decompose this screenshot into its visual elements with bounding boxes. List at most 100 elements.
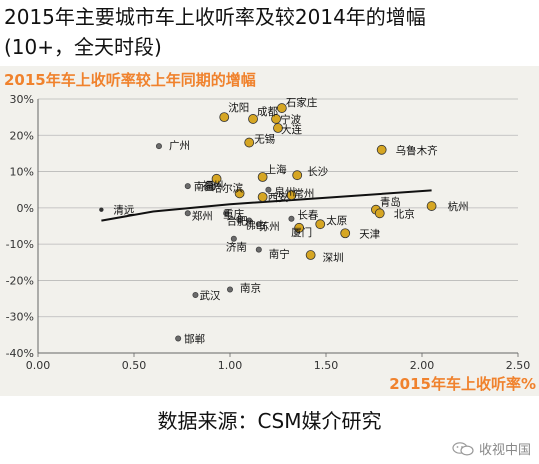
point-label: 常州 xyxy=(293,187,314,200)
point-label: 南宁 xyxy=(269,248,290,261)
data-point xyxy=(99,207,104,212)
data-point xyxy=(257,192,268,202)
data-points xyxy=(99,103,437,342)
trendline xyxy=(101,189,432,222)
point-label: 泉州 xyxy=(274,186,295,199)
data-point xyxy=(175,335,182,342)
x-tick-label: 2.00 xyxy=(410,359,435,372)
data-point xyxy=(265,186,272,193)
data-point xyxy=(230,235,237,242)
grid-lines xyxy=(38,98,518,354)
chart-title: 2015年车上收听率较上年同期的增幅 xyxy=(4,71,256,89)
y-tick-label: -40% xyxy=(6,347,34,360)
point-label: 邯郸 xyxy=(184,332,205,345)
data-point xyxy=(426,201,437,211)
data-point xyxy=(286,190,297,201)
data-point xyxy=(234,188,245,199)
point-label: 深圳 xyxy=(323,252,344,264)
y-tick-label: -10% xyxy=(6,238,34,251)
x-axis-label: 2015年车上收听率% xyxy=(389,375,536,393)
data-point xyxy=(246,217,253,224)
chart-panel: 30% 20% 10% 0% -10% -20% -30% -40% 0.00 0.50 1.00 1… xyxy=(0,66,539,396)
data-point xyxy=(273,123,283,133)
data-point xyxy=(236,217,243,224)
data-point xyxy=(255,221,262,228)
point-label: 清远 xyxy=(113,204,134,217)
data-point xyxy=(211,173,222,184)
data-point xyxy=(340,228,351,239)
x-tick-label: 2.50 xyxy=(506,359,531,372)
watermark-text: 收视中国 xyxy=(478,443,531,458)
data-point xyxy=(292,170,303,181)
point-label: 哈尔滨 xyxy=(212,181,244,194)
wechat-icon xyxy=(452,441,474,456)
data-point xyxy=(271,114,281,124)
point-label: 石家庄 xyxy=(286,96,318,109)
watermark: 收视中国 xyxy=(452,439,531,458)
data-point xyxy=(315,219,326,230)
point-label: 上海 xyxy=(266,163,287,176)
page-title-line-2: (10+，全天时段) xyxy=(4,35,162,59)
point-label: 苏州 xyxy=(259,220,280,233)
data-point xyxy=(276,103,287,113)
point-label: 广州 xyxy=(169,140,190,152)
x-tick-label: 0.00 xyxy=(26,359,51,372)
data-point xyxy=(184,210,191,217)
point-label: 成都 xyxy=(257,106,278,118)
y-tick-label: 30% xyxy=(10,93,34,106)
point-label: 济南 xyxy=(226,241,247,254)
x-tick-label: 1.50 xyxy=(314,359,339,372)
data-point xyxy=(255,246,262,253)
y-tick-label: 10% xyxy=(10,166,34,179)
point-label: 太原 xyxy=(326,214,347,227)
data-point xyxy=(288,215,295,222)
data-point xyxy=(374,208,385,219)
y-tick-label: 20% xyxy=(10,129,34,142)
x-tick-label: 0.50 xyxy=(122,359,147,372)
data-point xyxy=(219,112,230,123)
trendline-curve xyxy=(101,189,432,222)
point-label: 天津 xyxy=(359,228,380,240)
point-label: 长沙 xyxy=(307,166,328,178)
point-label: 南京 xyxy=(240,282,261,295)
data-point xyxy=(376,144,387,155)
point-label: 佛山 xyxy=(245,219,266,232)
point-label: 郑州 xyxy=(192,209,213,222)
point-label: 沈阳 xyxy=(228,101,249,114)
point-label: 青岛 xyxy=(380,196,401,209)
source-note: 数据来源：CSM媒介研究 xyxy=(157,409,382,433)
data-point xyxy=(248,114,258,124)
data-point xyxy=(184,183,191,190)
y-tick-label: -30% xyxy=(6,311,34,324)
axes xyxy=(37,99,519,357)
data-point xyxy=(244,137,255,148)
data-point xyxy=(294,222,305,233)
data-point xyxy=(257,172,268,182)
point-label: 厦门 xyxy=(291,226,312,239)
data-point xyxy=(155,143,162,150)
point-label: 乌鲁木齐 xyxy=(396,144,438,157)
point-label: 武汉 xyxy=(199,289,220,302)
point-label: 长春 xyxy=(297,210,318,222)
data-point xyxy=(305,250,316,260)
point-label: 合肥 xyxy=(227,215,248,228)
point-label: 北京 xyxy=(394,207,415,220)
point-label: 南昌 xyxy=(194,180,215,193)
point-label: 西安 xyxy=(268,191,289,204)
page-title-line-1: 2015年主要城市车上收听率及较2014年的增幅 xyxy=(4,5,426,29)
x-tick-label: 1.00 xyxy=(218,359,243,372)
y-tick-label: 0% xyxy=(17,202,34,215)
scatter-chart: 30% 20% 10% 0% -10% -20% -30% -40%0.00 0.50 1.00 1… xyxy=(4,71,536,393)
page-title: 2015年主要城市车上收听率及较2014年的增幅 (10+，全天时段) xyxy=(4,2,534,62)
point-label: 无锡 xyxy=(254,133,275,146)
point-label: 重庆 xyxy=(223,207,244,220)
data-point xyxy=(192,291,199,298)
point-label: 福州 xyxy=(203,179,224,192)
data-point xyxy=(223,210,230,217)
y-tick-label: -20% xyxy=(6,274,34,287)
point-label: 大连 xyxy=(281,123,302,136)
point-label: 宁波 xyxy=(280,113,301,126)
point-label: 杭州 xyxy=(448,200,469,213)
data-point xyxy=(226,286,233,293)
